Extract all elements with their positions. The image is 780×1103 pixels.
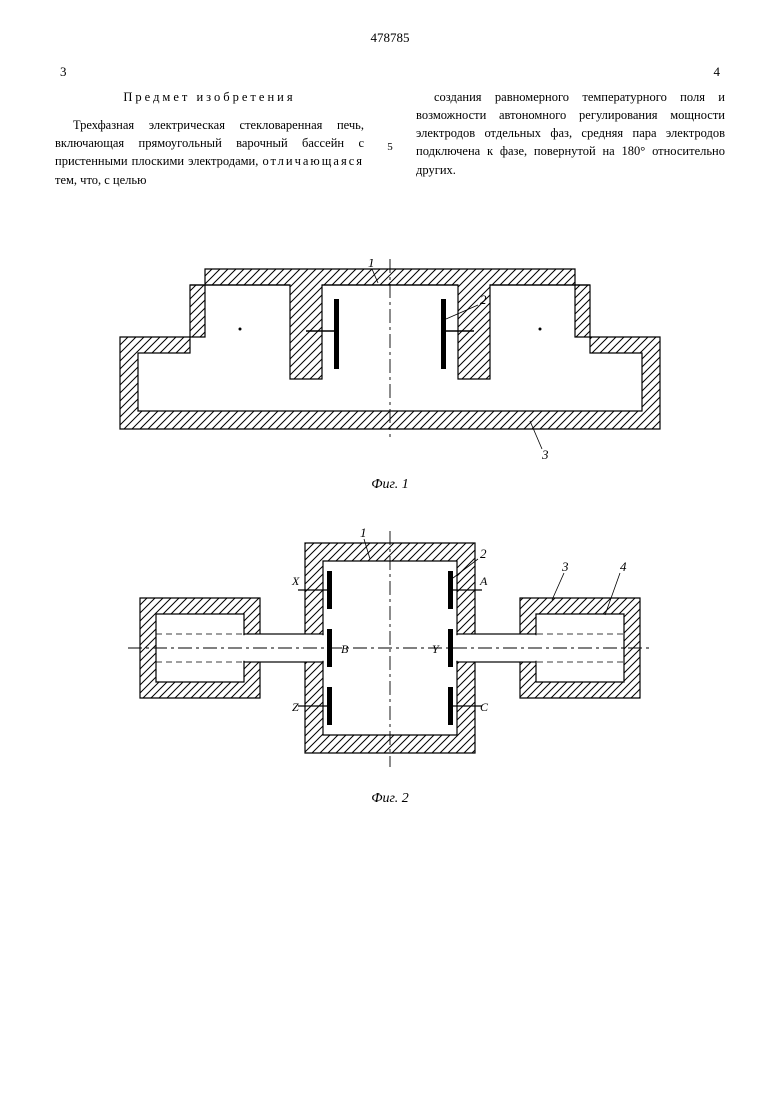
fig2-label-3: 3 [561,559,569,574]
fig2-label-1: 1 [360,525,367,540]
fig2-label-A: A [479,574,488,588]
figure-1: 1 2 3 Фиг. 1 [60,259,720,493]
document-number: 478785 [0,30,780,46]
fig1-label-2: 2 [480,292,487,307]
fig2-label-C: C [480,700,489,714]
claim-text-right: создания равномерного температурного пол… [416,88,725,179]
fig2-label-Z: Z [292,700,299,714]
section-title: Предмет изобретения [55,88,364,106]
fig2-label-4: 4 [620,559,627,574]
fig1-label-1: 1 [368,259,375,270]
text-columns: Предмет изобретения Трехфазная электриче… [0,88,780,189]
left-column: Предмет изобретения Трехфазная электриче… [55,88,364,189]
line-number-marker: 5 [384,88,396,189]
page-num-left: 3 [60,64,67,80]
figures-area: 1 2 3 Фиг. 1 [0,259,780,807]
fig2-label-X: X [291,574,300,588]
figure-2-svg: X A B Y Z C 1 2 3 4 [110,523,670,783]
fig2-label-Y: Y [432,642,440,656]
figure-1-svg: 1 2 3 [110,259,670,469]
right-column: создания равномерного температурного пол… [416,88,725,189]
figure-1-caption: Фиг. 1 [60,477,720,493]
figure-2: X A B Y Z C 1 2 3 4 Фиг. 2 [60,523,720,807]
fig1-label-3: 3 [541,447,549,462]
claim-text-left: Трехфазная электрическая стекловаренная … [55,116,364,189]
fig2-label-B: B [341,642,349,656]
page-header: 3 4 [0,64,780,80]
figure-2-caption: Фиг. 2 [60,791,720,807]
page-num-right: 4 [714,64,721,80]
fig2-label-2: 2 [480,546,487,561]
